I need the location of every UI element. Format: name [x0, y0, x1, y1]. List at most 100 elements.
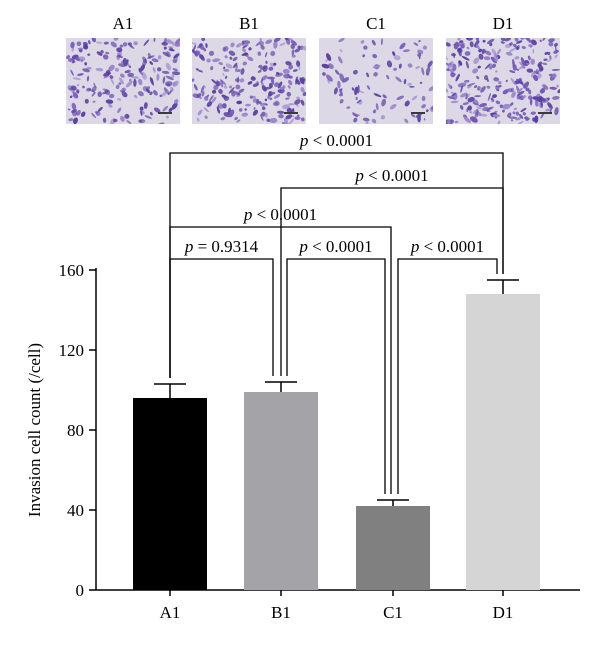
cell — [264, 98, 268, 102]
cell — [355, 96, 358, 101]
cell — [113, 38, 118, 41]
cell — [192, 78, 195, 82]
cell — [532, 96, 539, 100]
cell — [516, 94, 521, 100]
cell — [208, 50, 215, 56]
cell — [507, 88, 513, 93]
cell — [153, 107, 161, 113]
cell — [165, 115, 169, 119]
cell — [476, 106, 482, 110]
cell — [102, 117, 107, 123]
cell — [76, 84, 80, 87]
cell — [288, 79, 293, 86]
cell — [70, 69, 74, 76]
cell — [528, 89, 532, 95]
cell — [97, 106, 103, 112]
cell — [337, 80, 341, 89]
cell — [278, 114, 284, 119]
cell — [395, 76, 402, 83]
cell — [530, 71, 536, 78]
cell — [467, 82, 476, 87]
cell — [274, 82, 279, 87]
cell — [338, 38, 345, 43]
cell — [140, 110, 143, 116]
cell — [122, 58, 128, 67]
cell — [162, 105, 169, 112]
cell — [510, 119, 514, 122]
cell — [153, 90, 158, 96]
cell — [537, 61, 542, 67]
cell — [353, 117, 358, 123]
cell — [300, 117, 305, 122]
cell — [267, 92, 272, 100]
cell — [502, 103, 511, 110]
cell — [282, 104, 291, 110]
cell — [147, 55, 155, 59]
panel-label-a1: A1 — [112, 14, 134, 33]
cell — [450, 119, 455, 123]
cell — [129, 78, 132, 82]
cell — [493, 53, 499, 63]
cell — [273, 102, 278, 106]
cell — [492, 63, 496, 68]
cell — [170, 86, 174, 92]
cell — [475, 40, 480, 45]
cell — [102, 88, 110, 92]
cell — [108, 103, 113, 108]
cell — [418, 39, 421, 43]
cell — [265, 60, 268, 64]
cell — [393, 67, 397, 71]
cell — [398, 63, 402, 69]
cell — [244, 108, 247, 111]
cell — [386, 60, 393, 68]
cell — [91, 92, 96, 97]
cell — [172, 68, 178, 72]
cell — [120, 115, 125, 122]
cell — [269, 97, 273, 101]
cell — [325, 58, 329, 63]
cell — [486, 85, 491, 89]
cell — [270, 76, 275, 85]
cell — [502, 89, 509, 95]
cell — [223, 46, 229, 52]
cell — [526, 68, 534, 73]
cell — [286, 91, 292, 97]
cell — [282, 85, 286, 89]
cell — [549, 55, 552, 59]
cell — [146, 88, 150, 93]
cell — [525, 117, 530, 121]
cell — [242, 61, 248, 66]
cell — [120, 73, 125, 78]
cell — [472, 68, 479, 74]
cell — [360, 40, 365, 44]
cell — [218, 62, 223, 65]
cell — [167, 46, 174, 49]
cell — [556, 84, 559, 88]
cell — [232, 56, 238, 62]
cell — [248, 47, 252, 51]
cell — [66, 55, 70, 60]
cell — [281, 121, 286, 124]
micrograph-c1 — [319, 38, 433, 124]
cell — [450, 93, 457, 97]
cell — [151, 58, 159, 63]
cell — [465, 93, 471, 99]
cell — [452, 63, 457, 71]
cell — [116, 98, 122, 101]
cell — [339, 99, 344, 104]
cell — [300, 99, 305, 106]
cell — [516, 40, 523, 44]
cell — [137, 91, 144, 97]
cell — [252, 95, 256, 99]
cell — [212, 89, 217, 94]
cell — [508, 116, 518, 119]
cell — [470, 116, 478, 123]
cell — [127, 72, 134, 78]
cell — [450, 91, 454, 94]
cell — [103, 41, 109, 45]
cell — [288, 64, 294, 70]
cell — [165, 62, 172, 71]
cell — [260, 114, 264, 121]
cell — [292, 69, 298, 72]
